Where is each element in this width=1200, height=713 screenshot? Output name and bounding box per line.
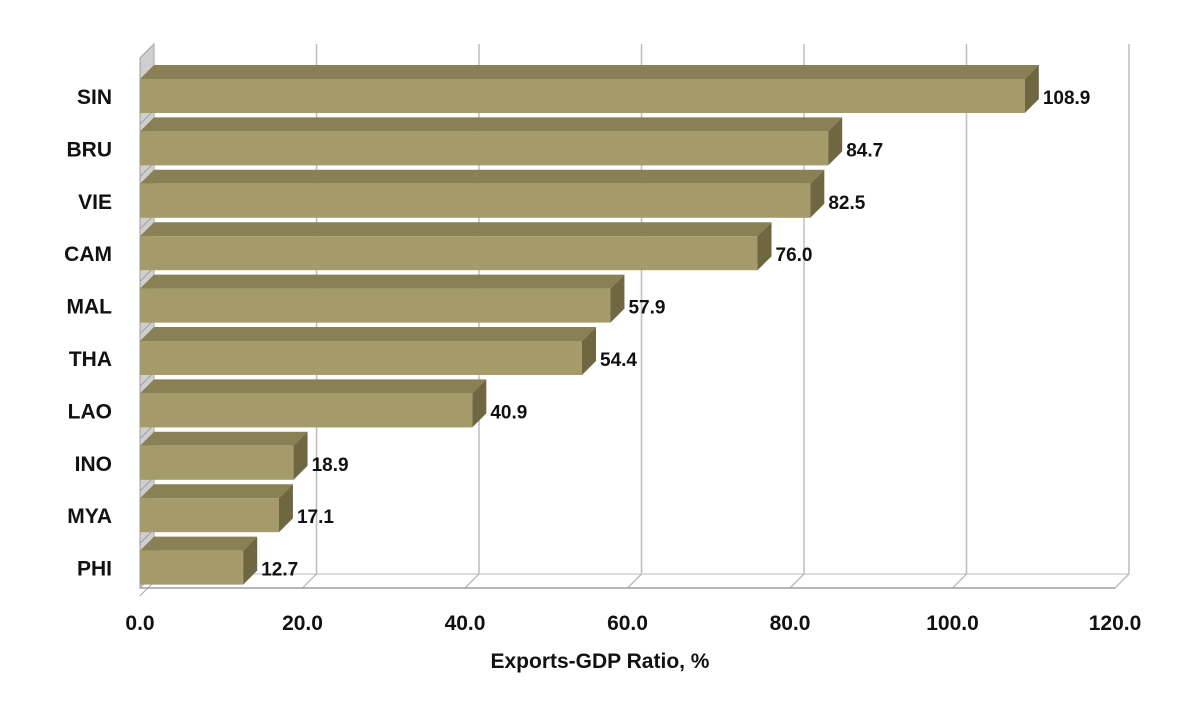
bar-end-vie — [810, 169, 825, 218]
x-tick-label-6: 120.0 — [1089, 612, 1142, 635]
category-label-ino: INO — [75, 453, 112, 476]
bar-ino — [140, 445, 294, 480]
bar-vie — [140, 183, 811, 218]
bar-end-lao — [472, 379, 487, 428]
bar-top-lao — [140, 379, 487, 394]
bar-top-vie — [140, 169, 825, 184]
bar-top-sin — [140, 65, 1039, 79]
x-axis-title: Exports-GDP Ratio, % — [490, 650, 710, 673]
bar-end-cam — [757, 222, 772, 271]
value-label-phi: 12.7 — [261, 560, 298, 581]
category-label-vie: VIE — [78, 191, 112, 214]
bar-lao — [140, 393, 473, 428]
bar-top-cam — [140, 222, 772, 237]
bar-top-phi — [140, 536, 258, 551]
floor-gridline-3 — [626, 573, 643, 589]
bar-end-mya — [278, 484, 293, 533]
bar-end-sin — [1024, 65, 1039, 113]
category-label-bru: BRU — [67, 138, 113, 161]
bar-sin — [140, 79, 1025, 113]
x-tick-label-1: 20.0 — [282, 612, 323, 635]
category-label-lao: LAO — [68, 400, 112, 423]
bar-end-phi — [243, 536, 258, 585]
x-tick-label-3: 60.0 — [607, 612, 648, 635]
category-label-mya: MYA — [67, 505, 112, 528]
bar-end-bru — [828, 117, 843, 166]
bar-end-ino — [293, 431, 308, 480]
bar-top-ino — [140, 431, 308, 446]
value-label-cam: 76.0 — [776, 245, 813, 266]
x-tick-label-2: 40.0 — [445, 612, 486, 635]
bar-bru — [140, 131, 829, 166]
x-tick-label-4: 80.0 — [770, 612, 811, 635]
value-label-mya: 17.1 — [297, 507, 334, 528]
bar-end-mal — [610, 274, 625, 323]
bar-end-tha — [582, 327, 596, 375]
category-label-mal: MAL — [67, 296, 113, 319]
value-label-tha: 54.4 — [600, 350, 637, 371]
category-label-sin: SIN — [77, 86, 112, 109]
bar-top-bru — [140, 117, 843, 132]
bar-top-tha — [140, 327, 596, 341]
value-label-vie: 82.5 — [828, 193, 865, 214]
value-label-lao: 40.9 — [490, 402, 527, 423]
bar-mal — [140, 288, 611, 323]
value-label-bru: 84.7 — [846, 140, 883, 161]
bar-mya — [140, 498, 279, 533]
floor-gridline-5 — [951, 573, 968, 589]
bar-phi — [140, 550, 244, 585]
floor-gridline-6 — [1114, 573, 1130, 589]
floor-gridline-4 — [789, 573, 805, 589]
floor-gridline-1 — [301, 573, 318, 589]
category-label-phi: PHI — [77, 558, 112, 581]
value-label-ino: 18.9 — [312, 455, 349, 476]
bar-cam — [140, 236, 758, 271]
category-label-tha: THA — [69, 348, 112, 371]
x-tick-label-0: 0.0 — [125, 612, 154, 635]
category-label-cam: CAM — [64, 243, 112, 266]
value-label-mal: 57.9 — [628, 298, 665, 319]
value-label-sin: 108.9 — [1043, 88, 1091, 109]
bar-top-mal — [140, 274, 625, 289]
x-tick-label-5: 100.0 — [926, 612, 979, 635]
bar-top-mya — [140, 484, 293, 499]
floor-gridline-2 — [464, 573, 480, 589]
bar-tha — [140, 341, 582, 375]
